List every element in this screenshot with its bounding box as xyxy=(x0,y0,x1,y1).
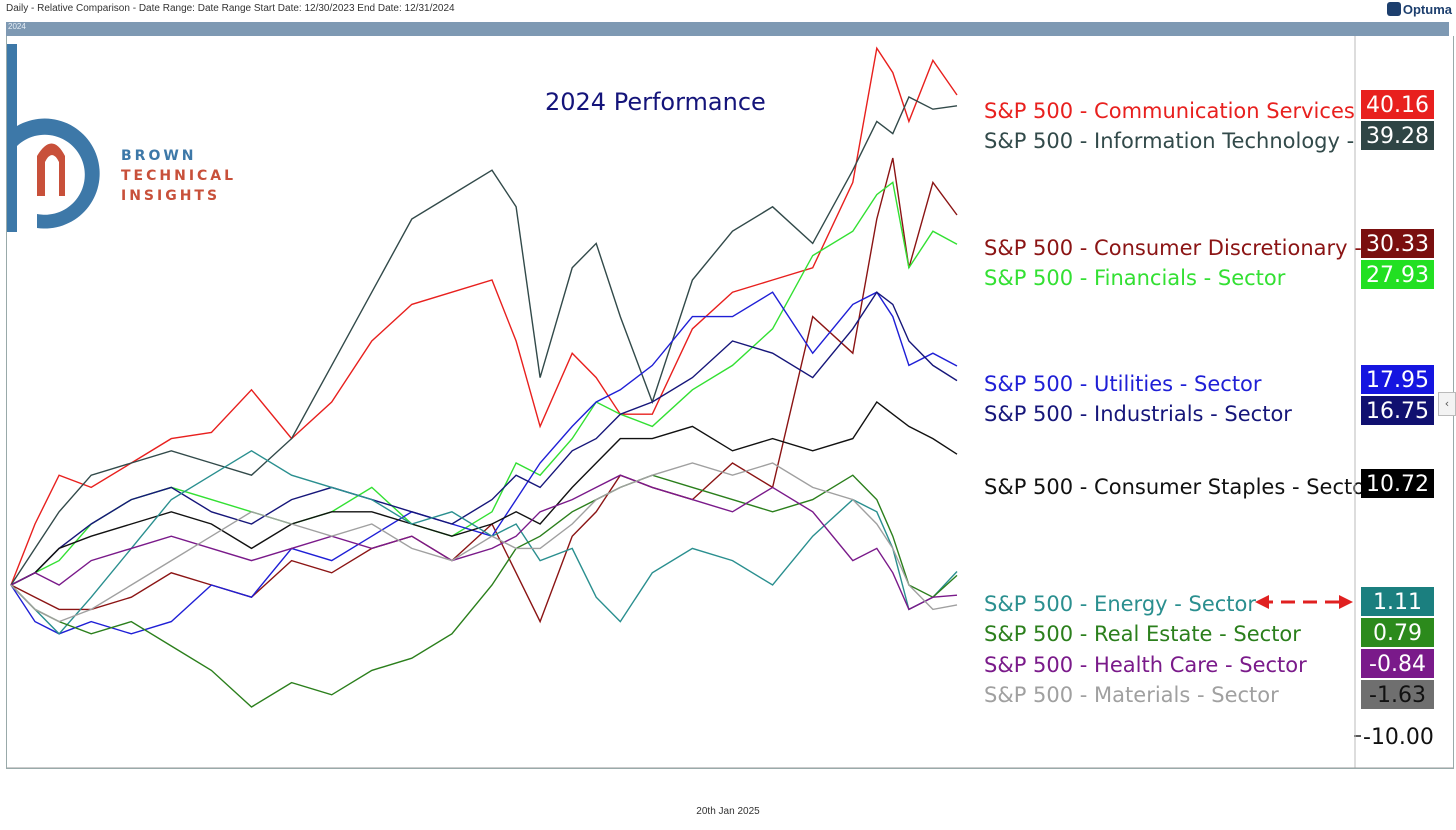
footer-date: 20th Jan 2025 xyxy=(696,806,760,817)
series-label-2: S&P 500 - Consumer Discretionary - xyxy=(984,236,1362,260)
series-label-8: S&P 500 - Real Estate - Sector xyxy=(984,622,1301,646)
series-label-9: S&P 500 - Health Care - Sector xyxy=(984,653,1307,677)
chart-title: 2024 Performance xyxy=(545,88,766,116)
optuma-brand: Optuma xyxy=(1386,2,1452,17)
value-box-text-4: 17.95 xyxy=(1366,368,1429,393)
value-box-1 xyxy=(1361,121,1434,150)
series-line-2 xyxy=(10,157,958,624)
value-box-text-6: 10.72 xyxy=(1366,472,1429,497)
series-label-0: S&P 500 - Communication Services - xyxy=(984,99,1369,123)
logo-mark-icon xyxy=(37,143,65,196)
value-box-10 xyxy=(1361,680,1434,709)
logo-line1: BROWN xyxy=(121,148,197,164)
energy-arrow xyxy=(1255,595,1353,609)
series-line-10 xyxy=(10,462,958,623)
chart-svg: BROWN TECHNICAL INSIGHTS 2024 Performanc… xyxy=(7,36,1453,799)
series-lines xyxy=(10,46,958,708)
value-box-2 xyxy=(1361,229,1434,258)
value-boxes: 40.16 39.28 30.33 27.93 17.95 16.75 10.72 1.11 0… xyxy=(1354,36,1434,768)
series-label-3: S&P 500 - Financials - Sector xyxy=(984,266,1286,290)
value-box-text-2: 30.33 xyxy=(1366,232,1429,257)
value-box-text-0: 40.16 xyxy=(1366,93,1429,118)
value-box-text-9: -0.84 xyxy=(1369,652,1426,677)
value-box-7 xyxy=(1361,587,1434,616)
brown-technical-insights-logo: BROWN TECHNICAL INSIGHTS xyxy=(7,44,236,232)
panel-collapse-button[interactable]: ‹ xyxy=(1438,392,1456,416)
series-line-0 xyxy=(10,46,958,586)
value-box-3 xyxy=(1361,260,1434,289)
series-label-10: S&P 500 - Materials - Sector xyxy=(984,683,1279,707)
chart-panel: BROWN TECHNICAL INSIGHTS 2024 Performanc… xyxy=(6,36,1454,799)
y-tick-label: -10.00 xyxy=(1363,725,1434,750)
series-line-9 xyxy=(10,474,958,611)
logo-line3: INSIGHTS xyxy=(121,188,220,204)
series-line-4 xyxy=(10,291,958,635)
value-box-6 xyxy=(1361,469,1434,498)
series-label-7: S&P 500 - Energy - Sector xyxy=(984,592,1256,616)
series-label-6: S&P 500 - Consumer Staples - Secto xyxy=(984,475,1365,499)
series-label-1: S&P 500 - Information Technology - xyxy=(984,129,1354,153)
value-box-text-3: 27.93 xyxy=(1366,263,1429,288)
value-box-text-7: 1.11 xyxy=(1373,590,1422,615)
series-line-6 xyxy=(10,400,958,586)
header-bar: Daily - Relative Comparison - Date Range… xyxy=(0,0,1456,22)
value-box-text-10: -1.63 xyxy=(1369,683,1426,708)
arrow-left-head-icon xyxy=(1255,595,1269,609)
optuma-logo-icon xyxy=(1386,2,1401,16)
brand-label: Optuma xyxy=(1402,2,1452,17)
logo-bar xyxy=(7,44,17,232)
series-label-5: S&P 500 - Industrials - Sector xyxy=(984,402,1292,426)
series-labels: S&P 500 - Communication Services - S&P 50… xyxy=(984,99,1369,707)
series-line-8 xyxy=(10,474,958,708)
value-box-5 xyxy=(1361,396,1434,425)
chart-settings-text: Daily - Relative Comparison - Date Range… xyxy=(6,3,455,14)
time-scrollbar[interactable]: 2024 xyxy=(6,22,1449,36)
value-box-8 xyxy=(1361,618,1434,647)
series-line-1 xyxy=(10,96,958,586)
value-box-text-1: 39.28 xyxy=(1366,124,1429,149)
value-box-9 xyxy=(1361,649,1434,678)
value-box-4 xyxy=(1361,365,1434,394)
scroll-year-label: 2024 xyxy=(8,22,26,31)
value-box-text-5: 16.75 xyxy=(1366,399,1429,424)
logo-line2: TECHNICAL xyxy=(121,168,236,184)
series-label-4: S&P 500 - Utilities - Sector xyxy=(984,372,1262,396)
series-line-3 xyxy=(10,181,958,586)
value-box-0 xyxy=(1361,90,1434,119)
logo-swirl-icon xyxy=(17,118,100,229)
arrow-right-head-icon xyxy=(1339,595,1353,609)
value-box-text-8: 0.79 xyxy=(1373,621,1422,646)
series-line-5 xyxy=(10,291,958,586)
